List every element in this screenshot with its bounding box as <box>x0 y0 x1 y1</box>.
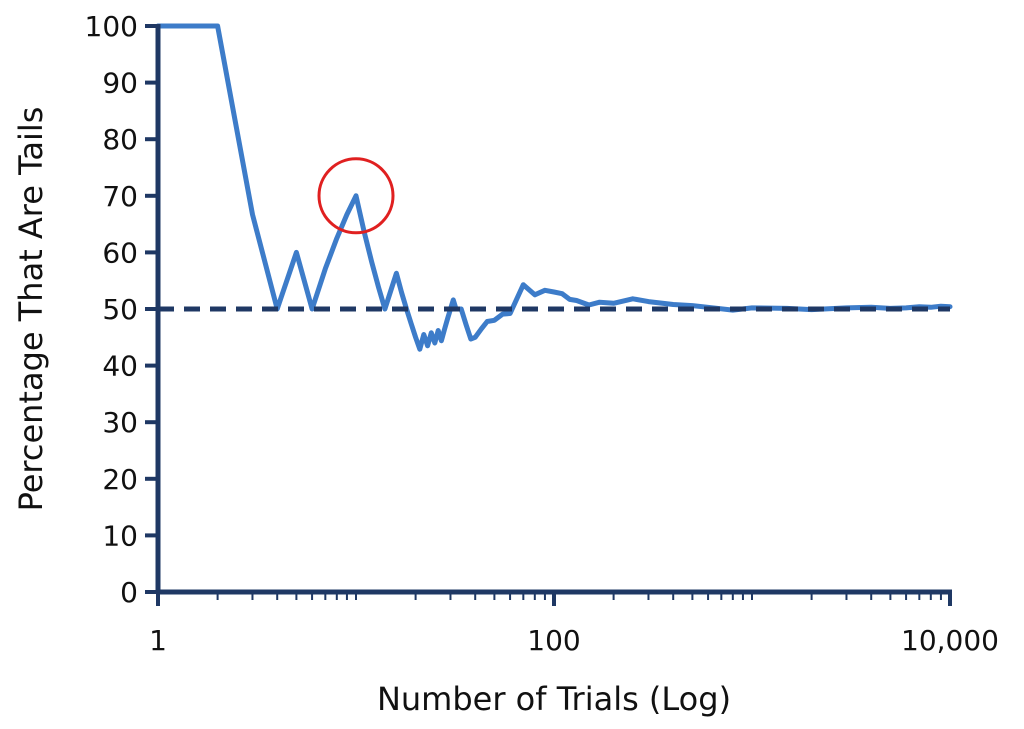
y-tick-label: 40 <box>102 350 138 383</box>
y-tick-label: 30 <box>102 406 138 439</box>
y-axis-title: Percentage That Are Tails <box>12 107 50 512</box>
plot-lines <box>155 23 953 352</box>
y-tick-label: 70 <box>102 180 138 213</box>
y-tick-label: 90 <box>102 67 138 100</box>
x-tick-label: 100 <box>527 624 580 657</box>
y-tick-label: 50 <box>102 293 138 326</box>
y-tick-label: 10 <box>102 519 138 552</box>
annotation-layer <box>317 157 395 235</box>
x-tick-label: 1 <box>149 624 167 657</box>
ticks: 0 10 20 30 40 50 60 70 80 90 100 1 100 10,000 <box>85 10 999 657</box>
y-tick-label: 100 <box>85 10 138 43</box>
x-axis-title: Number of Trials (Log) <box>377 680 731 718</box>
y-tick-label: 0 <box>120 576 138 609</box>
highlight-circle <box>317 157 395 235</box>
y-tick-label: 20 <box>102 463 138 496</box>
series-line-tails-percentage <box>155 23 953 352</box>
y-tick-label: 60 <box>102 236 138 269</box>
y-tick-label: 80 <box>102 123 138 156</box>
x-tick-label: 10,000 <box>901 624 999 657</box>
